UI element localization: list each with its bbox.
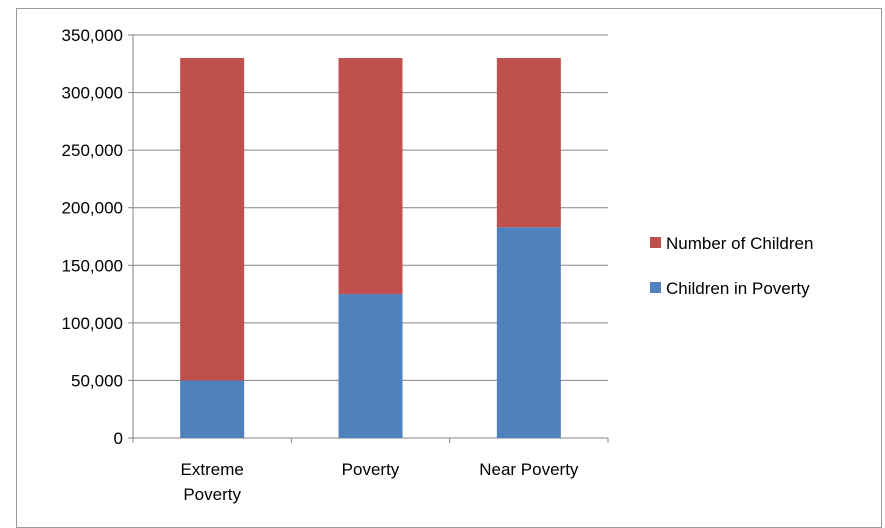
y-tick-label: 350,000 <box>62 26 123 45</box>
legend-label: Number of Children <box>666 234 813 253</box>
bar-number-of-children <box>496 58 561 228</box>
bar-number-of-children <box>338 58 403 295</box>
legend-label: Children in Poverty <box>666 279 810 298</box>
legend-swatch <box>650 237 661 248</box>
legend-swatch <box>650 282 661 293</box>
y-tick-label: 300,000 <box>62 84 123 103</box>
bar-children-in-poverty <box>496 227 561 438</box>
y-tick-label: 100,000 <box>62 314 123 333</box>
chart-frame <box>16 8 882 528</box>
y-tick-label: 250,000 <box>62 141 123 160</box>
y-tick-label: 200,000 <box>62 199 123 218</box>
x-category-label: Near Poverty <box>479 460 579 479</box>
y-tick-label: 0 <box>114 429 123 448</box>
bar-children-in-poverty <box>338 294 403 438</box>
x-category-label: Poverty <box>183 485 241 504</box>
x-category-label: Poverty <box>342 460 400 479</box>
y-tick-label: 50,000 <box>71 371 123 390</box>
bar-children-in-poverty <box>180 380 245 438</box>
y-tick-label: 150,000 <box>62 256 123 275</box>
bar-number-of-children <box>180 58 245 381</box>
x-category-label: Extreme <box>181 460 244 479</box>
